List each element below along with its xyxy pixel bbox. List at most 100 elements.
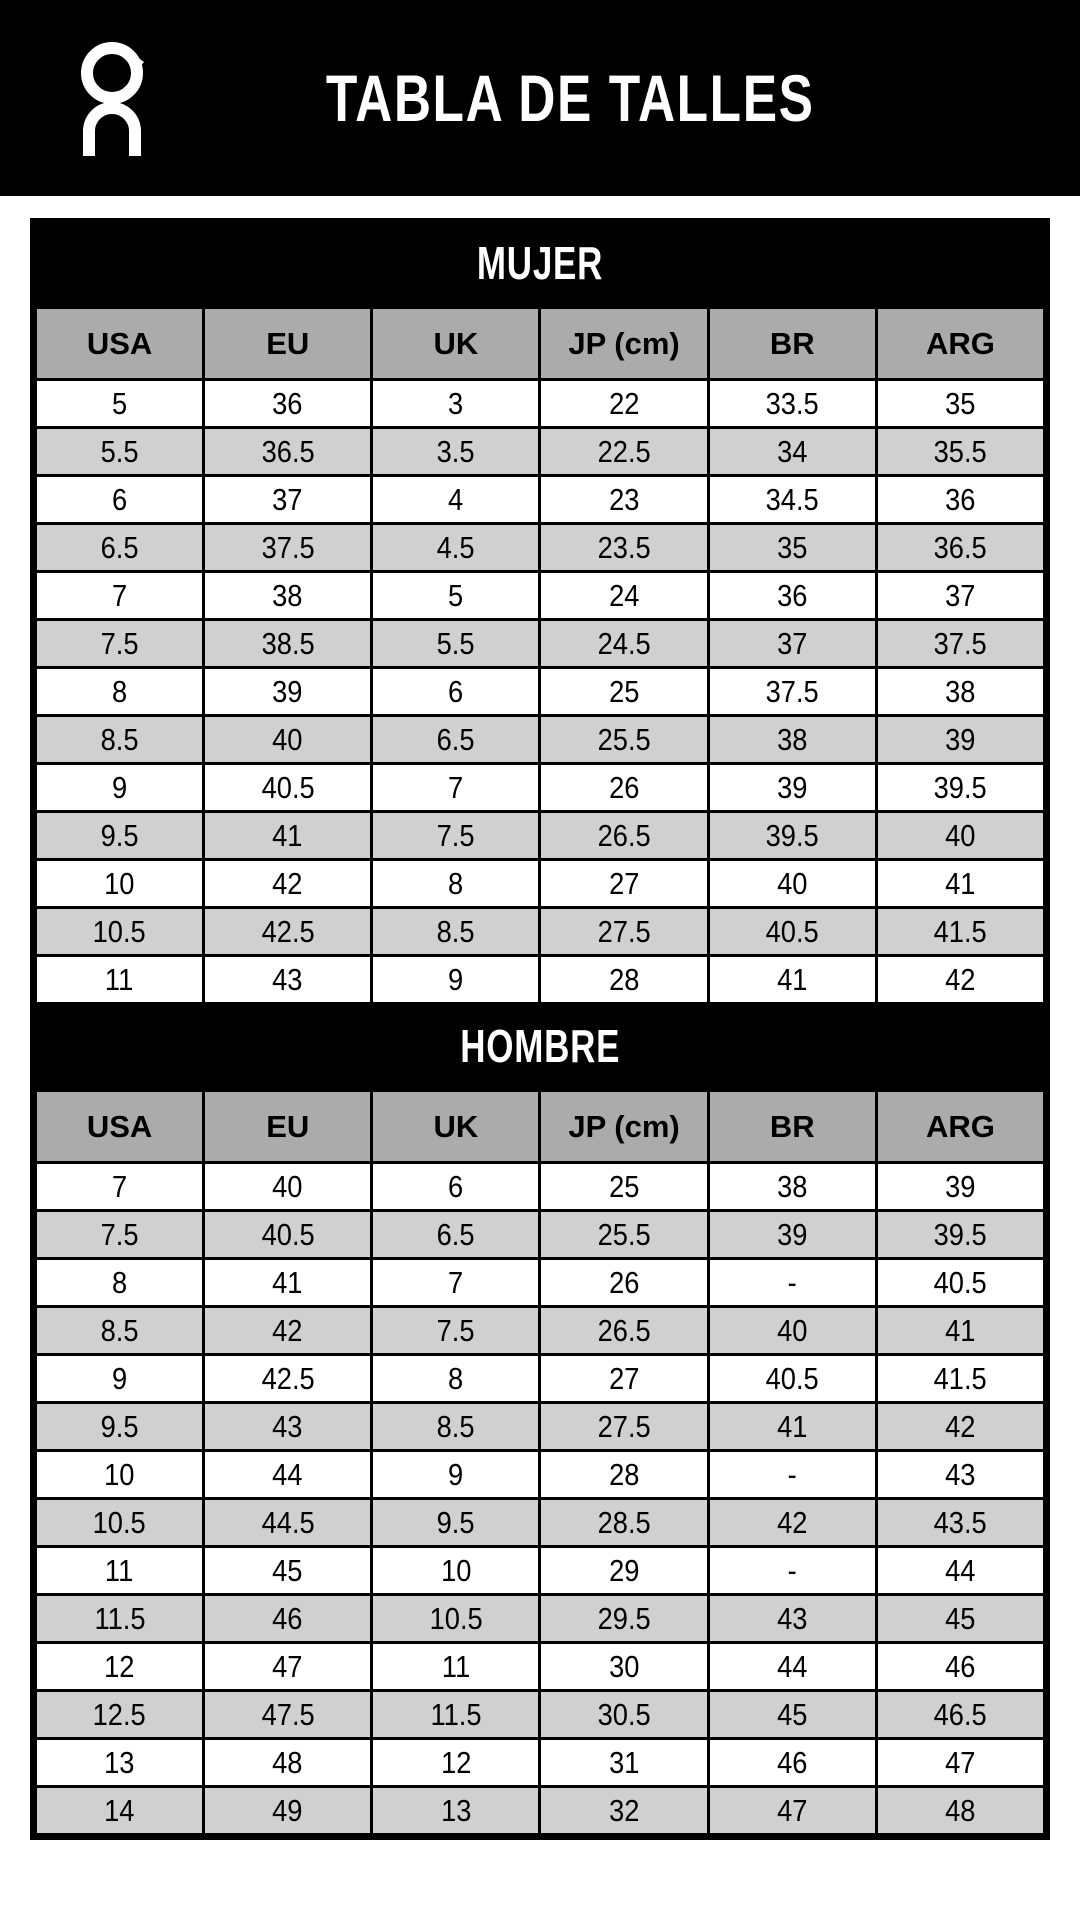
size-value: 9.5	[436, 1505, 475, 1540]
size-cell: 37	[202, 474, 374, 525]
table-row: 8.5 42 7.5 26.5 40 41	[33, 1305, 1047, 1356]
on-running-logo-icon	[76, 40, 154, 156]
size-cell: 39.5	[706, 810, 878, 861]
size-cell: 39	[874, 714, 1047, 765]
size-value: 39	[272, 674, 303, 709]
size-value: 42	[272, 866, 303, 901]
size-cell: 9.5	[370, 1497, 542, 1548]
size-cell: 5.5	[33, 426, 206, 477]
column-header-jp-cm: JP (cm)	[538, 1089, 710, 1164]
table-row: 13 48 12 31 46 47	[33, 1737, 1047, 1788]
size-cell: 40.5	[202, 1209, 374, 1260]
size-cell: 11	[33, 954, 206, 1005]
size-value: 25	[608, 1169, 640, 1204]
size-cell: 25	[538, 666, 710, 717]
size-value: 40.5	[261, 770, 315, 805]
size-cell: 38.5	[202, 618, 374, 669]
size-value: 7.5	[100, 1217, 139, 1252]
size-value: 40.5	[765, 914, 819, 949]
table-row: 10 42 8 27 40 41	[33, 858, 1047, 909]
column-header-br: BR	[706, 306, 878, 381]
size-value: 38	[777, 722, 808, 757]
size-value: 44	[777, 1649, 808, 1684]
size-cell: 12	[33, 1641, 206, 1692]
size-value: 26.5	[597, 818, 651, 853]
size-cell: 40	[706, 1305, 878, 1356]
size-cell: 37.5	[874, 618, 1047, 669]
size-value: 32	[608, 1793, 640, 1828]
column-header-arg: ARG	[874, 306, 1047, 381]
size-cell: 11	[33, 1545, 206, 1596]
size-value: 38.5	[261, 626, 315, 661]
table-row: 5 36 3 22 33.5 35	[33, 378, 1047, 429]
size-value: 10.5	[93, 1505, 147, 1540]
size-cell: 38	[706, 714, 878, 765]
size-cell: 6.5	[370, 1209, 542, 1260]
size-value: 5.5	[100, 434, 139, 469]
size-cell: 3.5	[370, 426, 542, 477]
size-cell: 25	[538, 1161, 710, 1212]
size-value: 5.5	[436, 626, 475, 661]
size-value: 12.5	[93, 1697, 147, 1732]
size-cell: 6	[33, 474, 206, 525]
size-cell: 41	[202, 1257, 374, 1308]
size-cell: 8.5	[370, 1401, 542, 1452]
size-value: 22	[608, 386, 640, 421]
size-value: 8.5	[436, 1409, 475, 1444]
size-chart-table: MUJER USA EU UK JP (cm) BR ARG 5 36 3 22 33.5 35 5.5 3…	[33, 222, 1047, 1836]
size-cell: 40	[202, 714, 374, 765]
size-cell: 22	[538, 378, 710, 429]
size-cell: 28	[538, 954, 710, 1005]
column-header-eu: EU	[202, 1089, 374, 1164]
size-cell: 36	[706, 570, 878, 621]
size-cell: 42	[874, 954, 1047, 1005]
size-cell: 39	[202, 666, 374, 717]
size-value: 42.5	[261, 1361, 315, 1396]
size-value: 29.5	[597, 1601, 651, 1636]
size-cell: 35.5	[874, 426, 1047, 477]
size-cell: 6.5	[33, 522, 206, 573]
size-cell: 47	[202, 1641, 374, 1692]
size-value: 46	[945, 1649, 976, 1684]
size-value: 47	[272, 1649, 303, 1684]
table-row: 5.5 36.5 3.5 22.5 34 35.5	[33, 426, 1047, 477]
size-cell: 40	[706, 858, 878, 909]
size-value: 10	[104, 1457, 135, 1492]
size-value: 5	[111, 386, 128, 421]
size-value: 41	[945, 866, 976, 901]
size-value: 27	[608, 1361, 640, 1396]
size-value: 6.5	[100, 530, 139, 565]
size-cell: 8	[33, 1257, 206, 1308]
size-cell: 26.5	[538, 810, 710, 861]
size-cell: 39	[874, 1161, 1047, 1212]
size-value: 37	[777, 626, 808, 661]
size-value: 5	[448, 578, 464, 613]
size-cell: 9	[33, 762, 206, 813]
size-value: 34.5	[765, 482, 819, 517]
size-cell: 43.5	[874, 1497, 1047, 1548]
size-cell: 40.5	[874, 1257, 1047, 1308]
size-value: 6	[448, 674, 464, 709]
size-value: 36	[777, 578, 808, 613]
size-cell: 14	[33, 1785, 206, 1836]
size-cell: 34.5	[706, 474, 878, 525]
size-value: 38	[272, 578, 303, 613]
size-value: 41	[777, 962, 808, 997]
table-row: 7 40 6 25 38 39	[33, 1161, 1047, 1212]
table-row: 6.5 37.5 4.5 23.5 35 36.5	[33, 522, 1047, 573]
size-cell: 42.5	[202, 1353, 374, 1404]
size-value: 13	[440, 1793, 472, 1828]
size-value: 8.5	[100, 722, 139, 757]
size-cell: 5.5	[370, 618, 542, 669]
size-value: 48	[945, 1793, 976, 1828]
column-header-uk: UK	[370, 306, 542, 381]
section-title-cell: MUJER	[35, 222, 1045, 308]
section-title-row: HOMBRE	[35, 1003, 1045, 1091]
size-cell: 12	[370, 1737, 542, 1788]
table-row: 12.5 47.5 11.5 30.5 45 46.5	[33, 1689, 1047, 1740]
size-value: 10	[104, 866, 135, 901]
size-value: 3.5	[436, 434, 475, 469]
section-title-label: HOMBRE	[460, 1020, 620, 1072]
size-cell: 47	[874, 1737, 1047, 1788]
size-cell: 29.5	[538, 1593, 710, 1644]
